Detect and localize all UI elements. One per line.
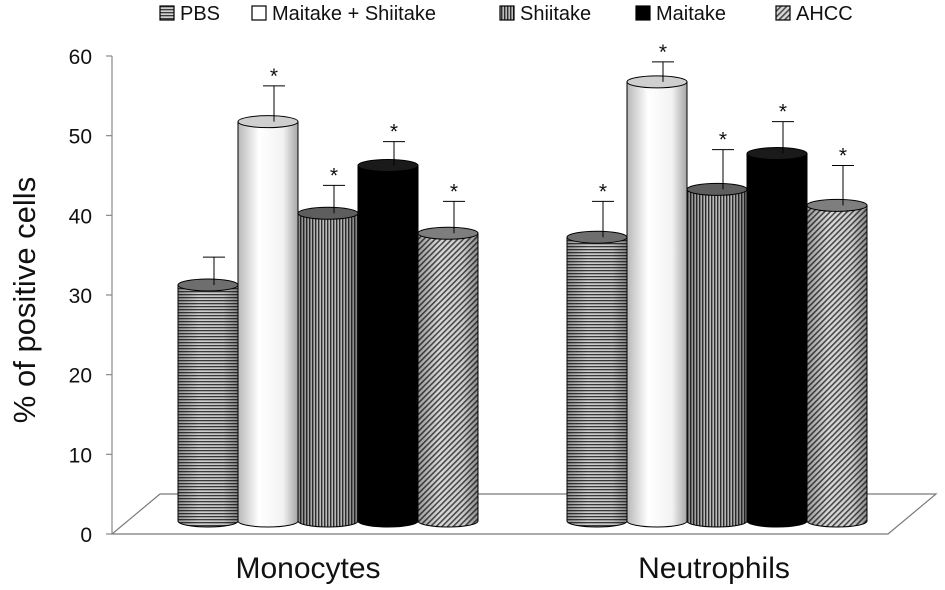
bar-top <box>566 230 628 244</box>
category-label: Neutrophils <box>638 552 790 585</box>
bar-top <box>357 159 419 172</box>
bar-top <box>177 278 239 292</box>
legend-label: Maitake <box>656 3 726 25</box>
bar <box>177 256 239 528</box>
bar-shading <box>627 81 687 527</box>
legend: PBS Maitake + Shiitake Shiitake Maitake AHCC <box>159 3 853 25</box>
significance-marker: * <box>779 101 787 124</box>
significance-marker: * <box>719 129 727 152</box>
legend-item: Shiitake <box>499 3 591 25</box>
bar: * <box>417 180 479 528</box>
significance-marker: * <box>599 180 607 203</box>
significance-marker: * <box>450 180 458 203</box>
bar-top <box>626 75 688 89</box>
bar-top <box>806 198 868 212</box>
bar-top <box>746 147 808 161</box>
bar-shading <box>807 205 867 528</box>
y-tick-label: 60 <box>69 46 92 69</box>
y-axis-label: % of positive cells <box>7 177 42 423</box>
category-labels: Monocytes Neutrophils <box>235 552 789 585</box>
bar-shading <box>418 233 478 527</box>
legend-swatch <box>775 5 791 21</box>
bar-shading <box>178 285 238 527</box>
legend-swatch <box>635 5 651 21</box>
legend-item: AHCC <box>775 3 853 25</box>
bar-shading <box>747 153 807 528</box>
legend-label: AHCC <box>796 3 853 25</box>
bar-top <box>417 226 479 240</box>
bar: * <box>566 180 628 528</box>
legend-label: Shiitake <box>520 3 591 25</box>
bar: * <box>806 145 868 528</box>
legend-swatch <box>159 5 175 21</box>
bar-shading <box>298 213 358 528</box>
y-axis: 0 10 20 30 40 50 60 <box>69 46 113 547</box>
bar: * <box>626 41 688 528</box>
bar-top <box>237 115 299 129</box>
significance-marker: * <box>839 145 847 168</box>
y-tick-label: 0 <box>80 524 92 547</box>
bar-shading <box>358 165 418 527</box>
bar-top <box>297 206 359 220</box>
legend-label: PBS <box>180 3 220 25</box>
bar: * <box>357 121 419 528</box>
legend-swatch <box>499 5 515 21</box>
significance-marker: * <box>659 41 667 64</box>
legend-item: Maitake + Shiitake <box>251 3 436 25</box>
category-label: Monocytes <box>235 552 380 585</box>
y-tick-label: 40 <box>69 205 92 228</box>
legend-item: PBS <box>159 3 220 25</box>
y-tick-label: 20 <box>69 365 92 388</box>
bars-group: * * * * * * * * * <box>177 41 868 528</box>
significance-marker: * <box>270 65 278 88</box>
bar: * <box>237 65 299 528</box>
bar: * <box>686 129 748 528</box>
bar: * <box>297 164 359 528</box>
bar-top <box>686 182 748 196</box>
legend-item: Maitake <box>635 3 726 25</box>
bar-shading <box>687 189 747 527</box>
significance-marker: * <box>330 164 338 187</box>
legend-swatch <box>251 5 267 21</box>
y-tick-label: 50 <box>69 126 92 149</box>
bar: * <box>746 101 808 528</box>
bar-shading <box>238 121 298 527</box>
bar-shading <box>567 237 627 527</box>
y-tick-label: 30 <box>69 285 92 308</box>
significance-marker: * <box>390 121 398 144</box>
legend-label: Maitake + Shiitake <box>272 3 436 25</box>
y-tick-label: 10 <box>69 444 92 467</box>
